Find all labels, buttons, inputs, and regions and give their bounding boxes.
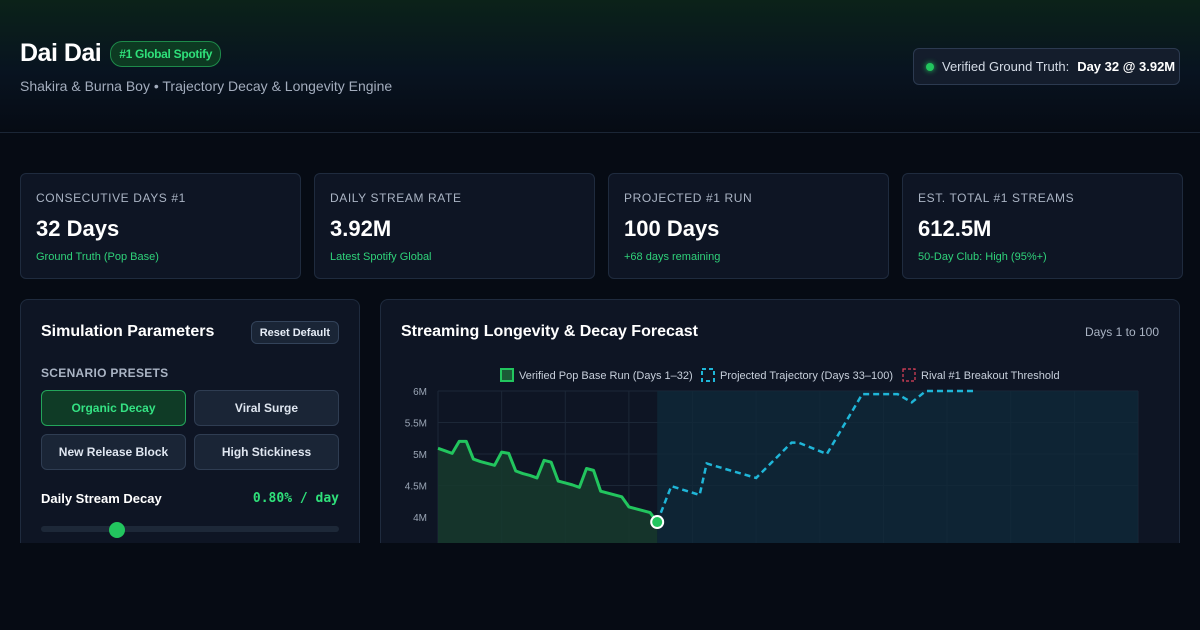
presets-label: SCENARIO PRESETS — [41, 366, 169, 380]
kpi-card-projected-run: Projected #1 Run 100 Days +68 days remai… — [608, 173, 889, 279]
kpi-note: Latest Spotify Global — [330, 251, 432, 263]
status-dot-icon — [926, 62, 934, 71]
y-tick-label: 5.5M — [405, 419, 427, 430]
decay-label: Daily Stream Decay — [41, 491, 162, 506]
preset-high-stickiness-button[interactable]: High Stickiness — [194, 434, 339, 470]
simulation-parameters-panel: Simulation Parameters Reset Default SCEN… — [20, 299, 360, 559]
preset-organic-decay-button[interactable]: Organic Decay — [41, 390, 186, 426]
preset-grid: Organic Decay Viral Surge New Release Bl… — [41, 390, 339, 470]
y-tick-label: 4.5M — [405, 482, 427, 493]
ground-truth-point — [650, 515, 665, 530]
legend-label: Projected Trajectory (Days 33–100) — [720, 370, 893, 382]
rank-badge: #1 Global Spotify — [110, 40, 222, 67]
legend-swatch-projected — [701, 368, 715, 382]
projected-series-line — [656, 389, 976, 523]
legend-swatch-verified — [500, 368, 514, 382]
legend-label: Verified Pop Base Run (Days 1–32) — [519, 370, 693, 382]
kpi-label: Projected #1 Run — [624, 191, 753, 205]
ground-truth-value: Day 32 @ 3.92M — [1077, 59, 1176, 74]
bottom-cutoff — [0, 543, 1200, 630]
kpi-value: 100 Days — [624, 216, 720, 241]
page-subtitle: Shakira & Burna Boy • Trajectory Decay &… — [20, 78, 393, 94]
panel-title: Simulation Parameters — [41, 323, 215, 340]
kpi-card-stream-rate: Daily Stream Rate 3.92M Latest Spotify G… — [314, 173, 595, 279]
kpi-note: +68 days remaining — [624, 251, 721, 263]
kpi-value: 612.5M — [918, 216, 992, 241]
kpi-label: Est. Total #1 Streams — [918, 191, 1075, 205]
legend-label: Rival #1 Breakout Threshold — [921, 370, 1060, 382]
decay-slider-handle[interactable] — [109, 522, 125, 538]
decay-value: 0.80% / day — [252, 491, 339, 506]
kpi-row: Consecutive Days #1 32 Days Ground Truth… — [20, 173, 1183, 279]
chart-title: Streaming Longevity & Decay Forecast — [401, 323, 698, 340]
y-tick-label: 6M — [413, 387, 427, 398]
legend-swatch-threshold — [902, 368, 916, 382]
preset-new-release-block-button[interactable]: New Release Block — [41, 434, 186, 470]
hero-header: Dai Dai #1 Global Spotify Shakira & Burn… — [0, 0, 1200, 133]
y-tick-label: 4M — [413, 513, 427, 524]
decay-slider-track[interactable] — [41, 526, 339, 532]
page-title: Dai Dai — [20, 39, 102, 67]
kpi-label: Daily Stream Rate — [330, 191, 462, 205]
projected-area — [657, 391, 1138, 560]
kpi-value: 32 Days — [36, 216, 120, 241]
chart-range-label: Days 1 to 100 — [1084, 325, 1159, 339]
forecast-chart: 6M 5.5M 5M 4.5M 4M Verified Pop Base Run (Day… — [405, 368, 1139, 560]
kpi-note: Ground Truth (Pop Base) — [36, 251, 159, 263]
reset-default-button[interactable]: Reset Default — [250, 321, 339, 344]
y-tick-label: 5M — [413, 450, 427, 461]
verified-series-line — [437, 439, 659, 523]
preset-viral-surge-button[interactable]: Viral Surge — [194, 390, 339, 426]
kpi-card-days: Consecutive Days #1 32 Days Ground Truth… — [20, 173, 301, 279]
verified-area — [438, 441, 658, 560]
ground-truth-label: Verified Ground Truth: — [942, 59, 1070, 74]
kpi-note: 50-Day Club: High (95%+) — [918, 251, 1047, 263]
ground-truth-pill: Verified Ground Truth: Day 32 @ 3.92M — [913, 48, 1180, 85]
kpi-value: 3.92M — [330, 216, 392, 241]
kpi-card-total-streams: Est. Total #1 Streams 612.5M 50-Day Club… — [902, 173, 1183, 279]
title-row: Dai Dai #1 Global Spotify — [20, 39, 222, 68]
forecast-chart-panel: Streaming Longevity & Decay Forecast Day… — [380, 299, 1180, 560]
kpi-label: Consecutive Days #1 — [36, 191, 186, 205]
